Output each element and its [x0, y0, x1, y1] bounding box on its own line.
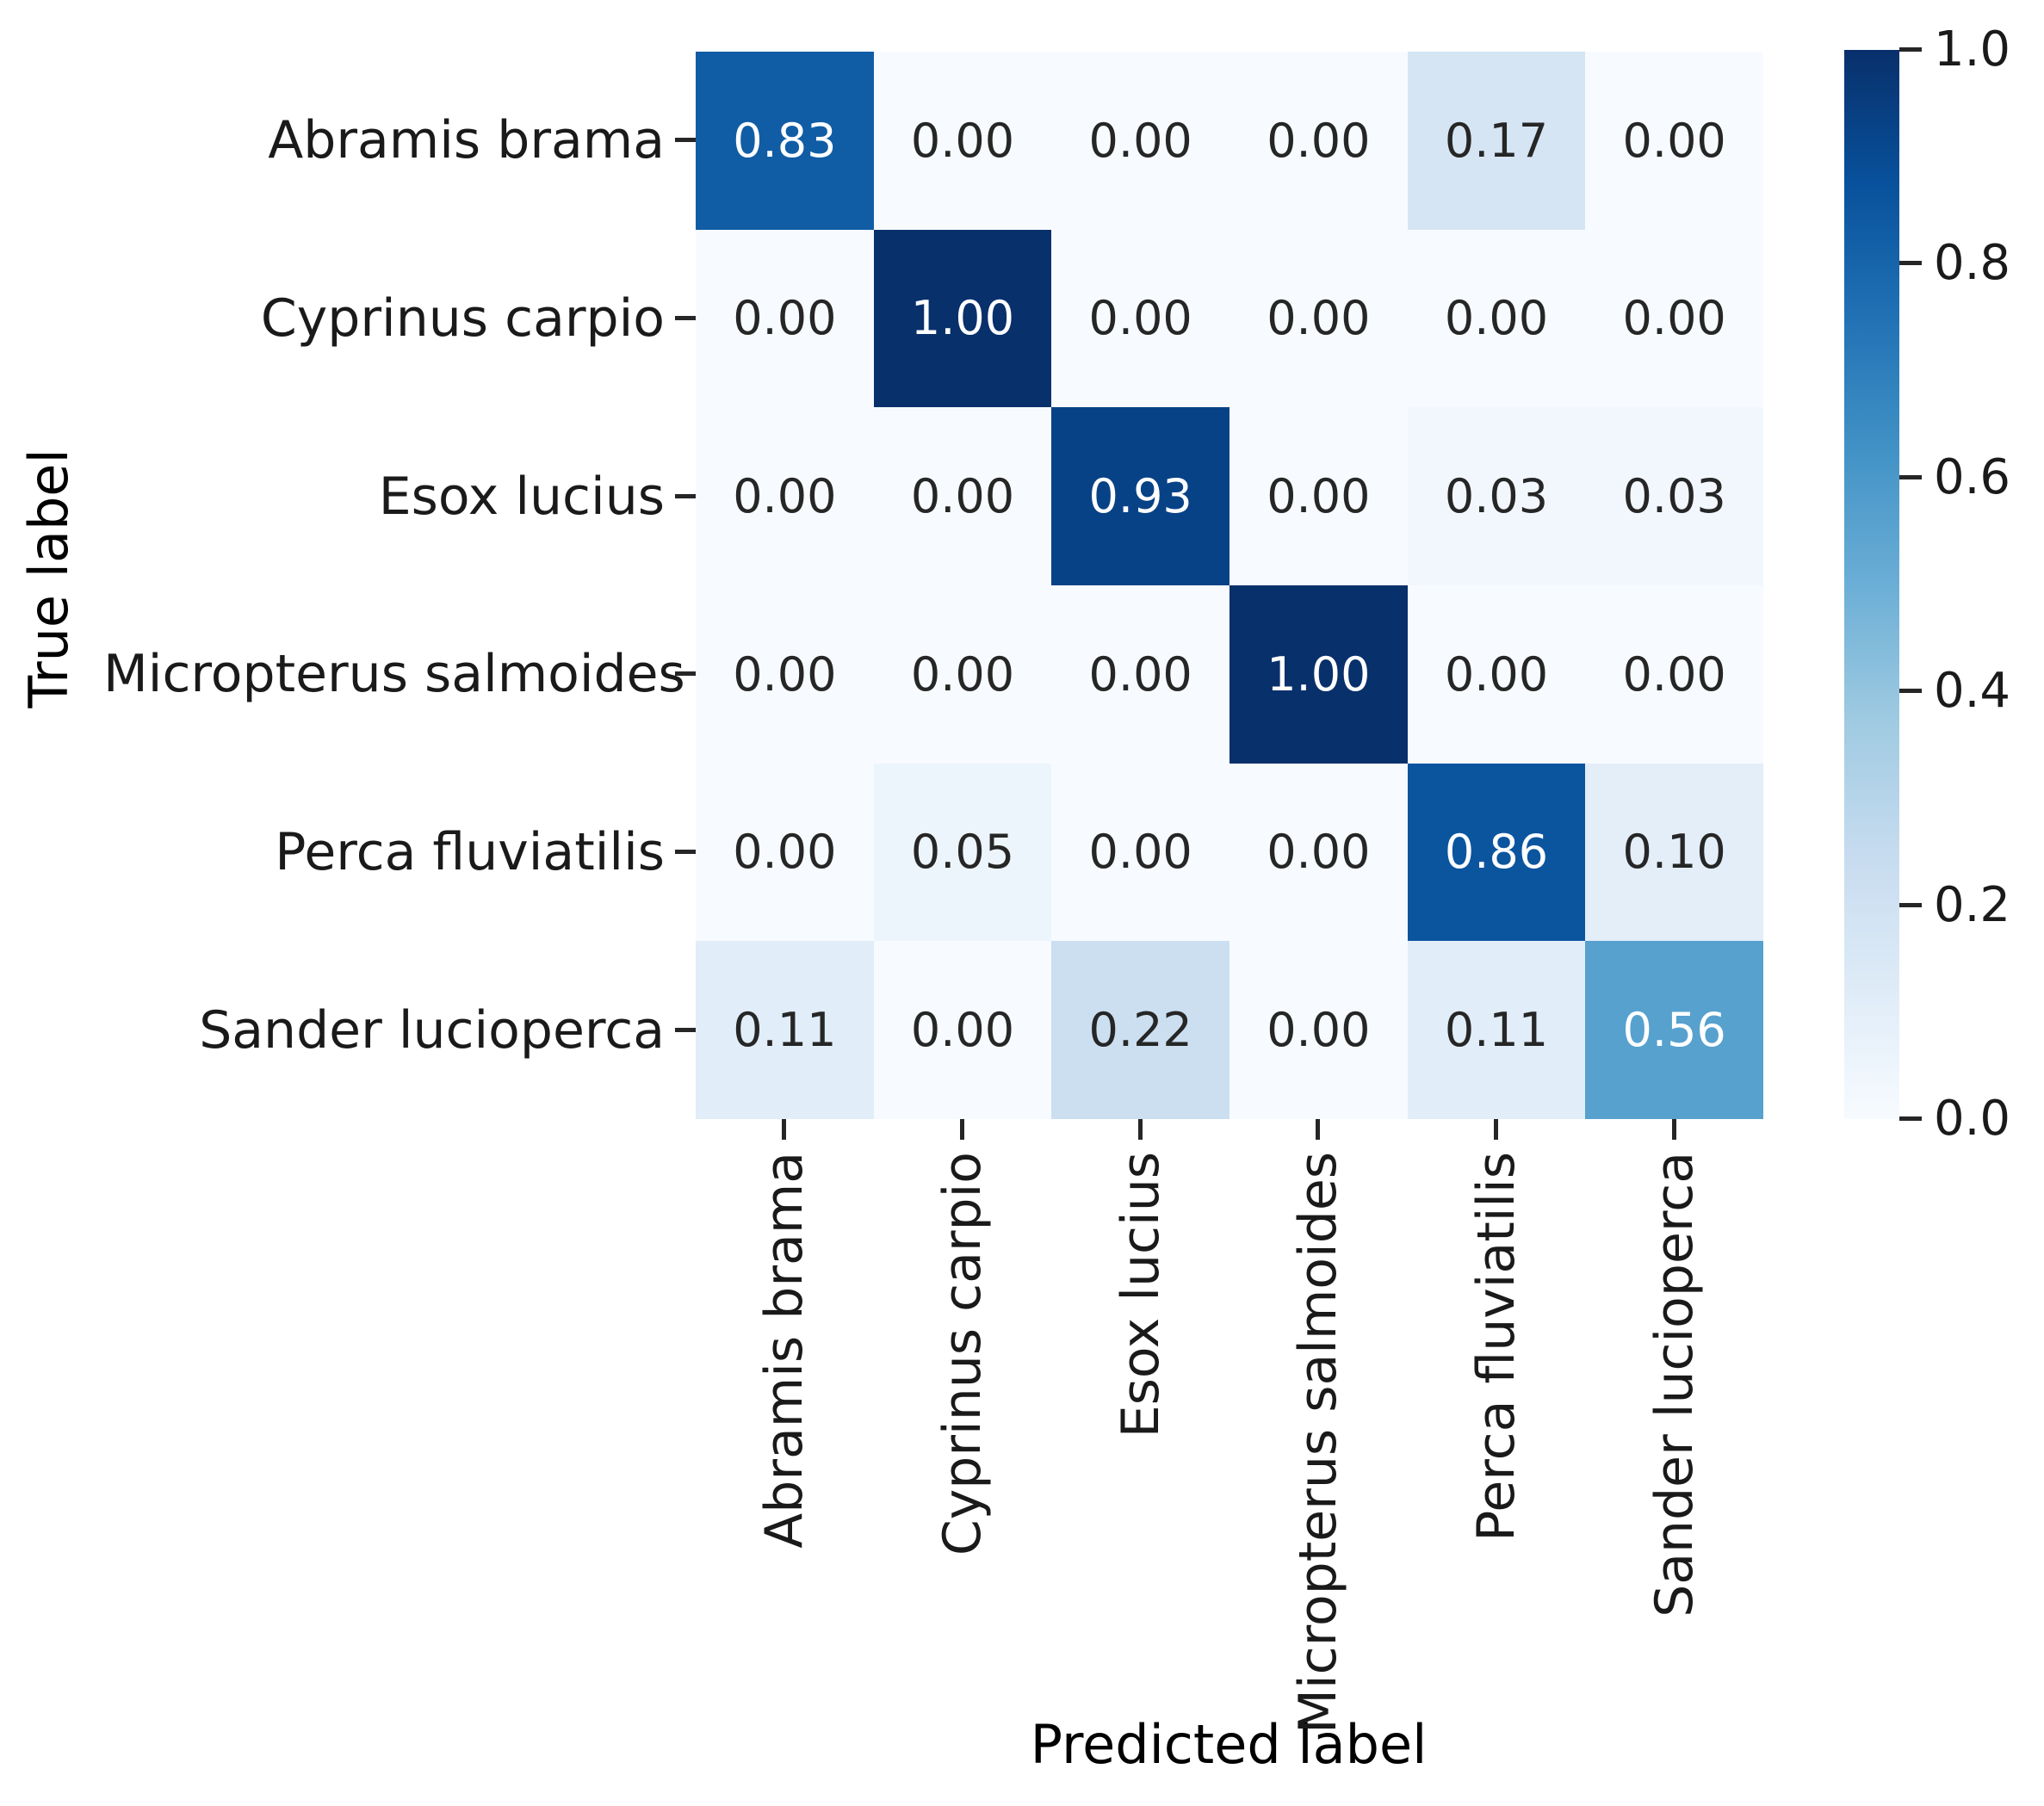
heatmap-cell: 0.00 — [1407, 229, 1586, 408]
heatmap-cell: 0.56 — [1585, 941, 1763, 1119]
heatmap-cell: 0.05 — [873, 763, 1052, 942]
x-tick-mark — [1671, 1119, 1676, 1140]
y-tick-label: Cyprinus carpio — [260, 288, 665, 349]
x-tick-label: Cyprinus carpio — [932, 1152, 993, 1556]
heatmap-grid: 0.83 0.00 0.00 0.00 0.17 0.00 0.00 1.00 0.00 0.00… — [696, 52, 1763, 1119]
heatmap-cell: 0.17 — [1407, 52, 1586, 230]
y-tick-mark — [675, 316, 696, 320]
x-tick-label: Esox lucius — [1110, 1152, 1171, 1438]
x-tick-label: Micropterus salmoides — [1288, 1152, 1349, 1734]
heatmap-cell: 0.00 — [1051, 52, 1229, 230]
x-tick-mark — [1494, 1119, 1498, 1140]
x-tick-label: Sander lucioperca — [1644, 1152, 1705, 1617]
colorbar-tick-label: 0.8 — [1934, 235, 2011, 292]
colorbar-tick-label: 0.2 — [1934, 876, 2011, 933]
y-tick-mark — [675, 493, 696, 498]
heatmap-cell: 0.93 — [1051, 407, 1229, 585]
heatmap-cell: 0.00 — [873, 585, 1052, 764]
colorbar-tick-label: 0.6 — [1934, 448, 2011, 505]
y-tick-mark — [675, 1027, 696, 1032]
colorbar-tick-mark — [1899, 474, 1922, 479]
colorbar-tick-mark — [1899, 1116, 1922, 1121]
colorbar-tick-label: 1.0 — [1934, 22, 2011, 77]
heatmap-cell: 0.83 — [696, 52, 874, 230]
heatmap-cell: 0.00 — [1229, 52, 1408, 230]
heatmap-cell: 0.00 — [1407, 585, 1586, 764]
y-tick-mark — [675, 850, 696, 854]
heatmap-cell: 0.00 — [696, 763, 874, 942]
x-tick-label: Perca fluviatilis — [1466, 1152, 1527, 1542]
heatmap-cell: 1.00 — [873, 229, 1052, 408]
heatmap-cell: 0.03 — [1407, 407, 1586, 585]
heatmap-cell: 1.00 — [1229, 585, 1408, 764]
heatmap-cell: 0.00 — [1229, 229, 1408, 408]
heatmap-cell: 0.00 — [1229, 941, 1408, 1119]
y-tick-mark — [675, 138, 696, 143]
heatmap-cell: 0.00 — [873, 52, 1052, 230]
colorbar-tick-mark — [1899, 47, 1922, 52]
heatmap-cell: 0.00 — [1229, 763, 1408, 942]
colorbar-tick-mark — [1899, 689, 1922, 694]
heatmap-cell: 0.11 — [1407, 941, 1586, 1119]
heatmap-cell: 0.10 — [1585, 763, 1763, 942]
y-tick-label: Sander lucioperca — [199, 999, 665, 1061]
x-tick-mark — [1137, 1119, 1143, 1140]
colorbar-tick-mark — [1899, 902, 1922, 907]
x-tick-mark — [1316, 1119, 1321, 1140]
y-tick-label: Micropterus salmoides — [103, 644, 685, 705]
y-tick-label: Abramis brama — [268, 110, 665, 171]
y-tick-label: Perca fluviatilis — [275, 822, 665, 882]
heatmap-cell: 0.00 — [873, 407, 1052, 585]
y-tick-label: Esox lucius — [378, 466, 665, 527]
heatmap-cell: 0.00 — [1051, 763, 1229, 942]
x-tick-mark — [782, 1119, 787, 1140]
y-axis-title: True label — [17, 448, 80, 708]
heatmap-cell: 0.00 — [696, 229, 874, 408]
heatmap-cell: 0.00 — [873, 941, 1052, 1119]
x-axis-title: Predicted label — [1030, 1713, 1428, 1776]
heatmap-cell: 0.86 — [1407, 763, 1586, 942]
heatmap-cell: 0.00 — [696, 407, 874, 585]
x-tick-label: Abramis brama — [754, 1152, 815, 1549]
colorbar-tick-label: 0.0 — [1934, 1091, 2011, 1147]
x-tick-mark — [960, 1119, 964, 1140]
heatmap-cell: 0.03 — [1585, 407, 1763, 585]
heatmap-cell: 0.00 — [1585, 229, 1763, 408]
y-tick-mark — [675, 671, 696, 677]
heatmap-cell: 0.00 — [1229, 407, 1408, 585]
heatmap-cell: 0.00 — [1051, 229, 1229, 408]
heatmap-cell: 0.00 — [1051, 585, 1229, 764]
heatmap-cell: 0.00 — [696, 585, 874, 764]
heatmap-cell: 0.22 — [1051, 941, 1229, 1119]
colorbar-tick-mark — [1899, 261, 1922, 266]
colorbar-tick-label: 0.4 — [1934, 663, 2011, 720]
heatmap-cell: 0.00 — [1585, 585, 1763, 764]
heatmap-cell: 0.11 — [696, 941, 874, 1119]
colorbar — [1844, 50, 1899, 1119]
heatmap-cell: 0.00 — [1585, 52, 1763, 230]
